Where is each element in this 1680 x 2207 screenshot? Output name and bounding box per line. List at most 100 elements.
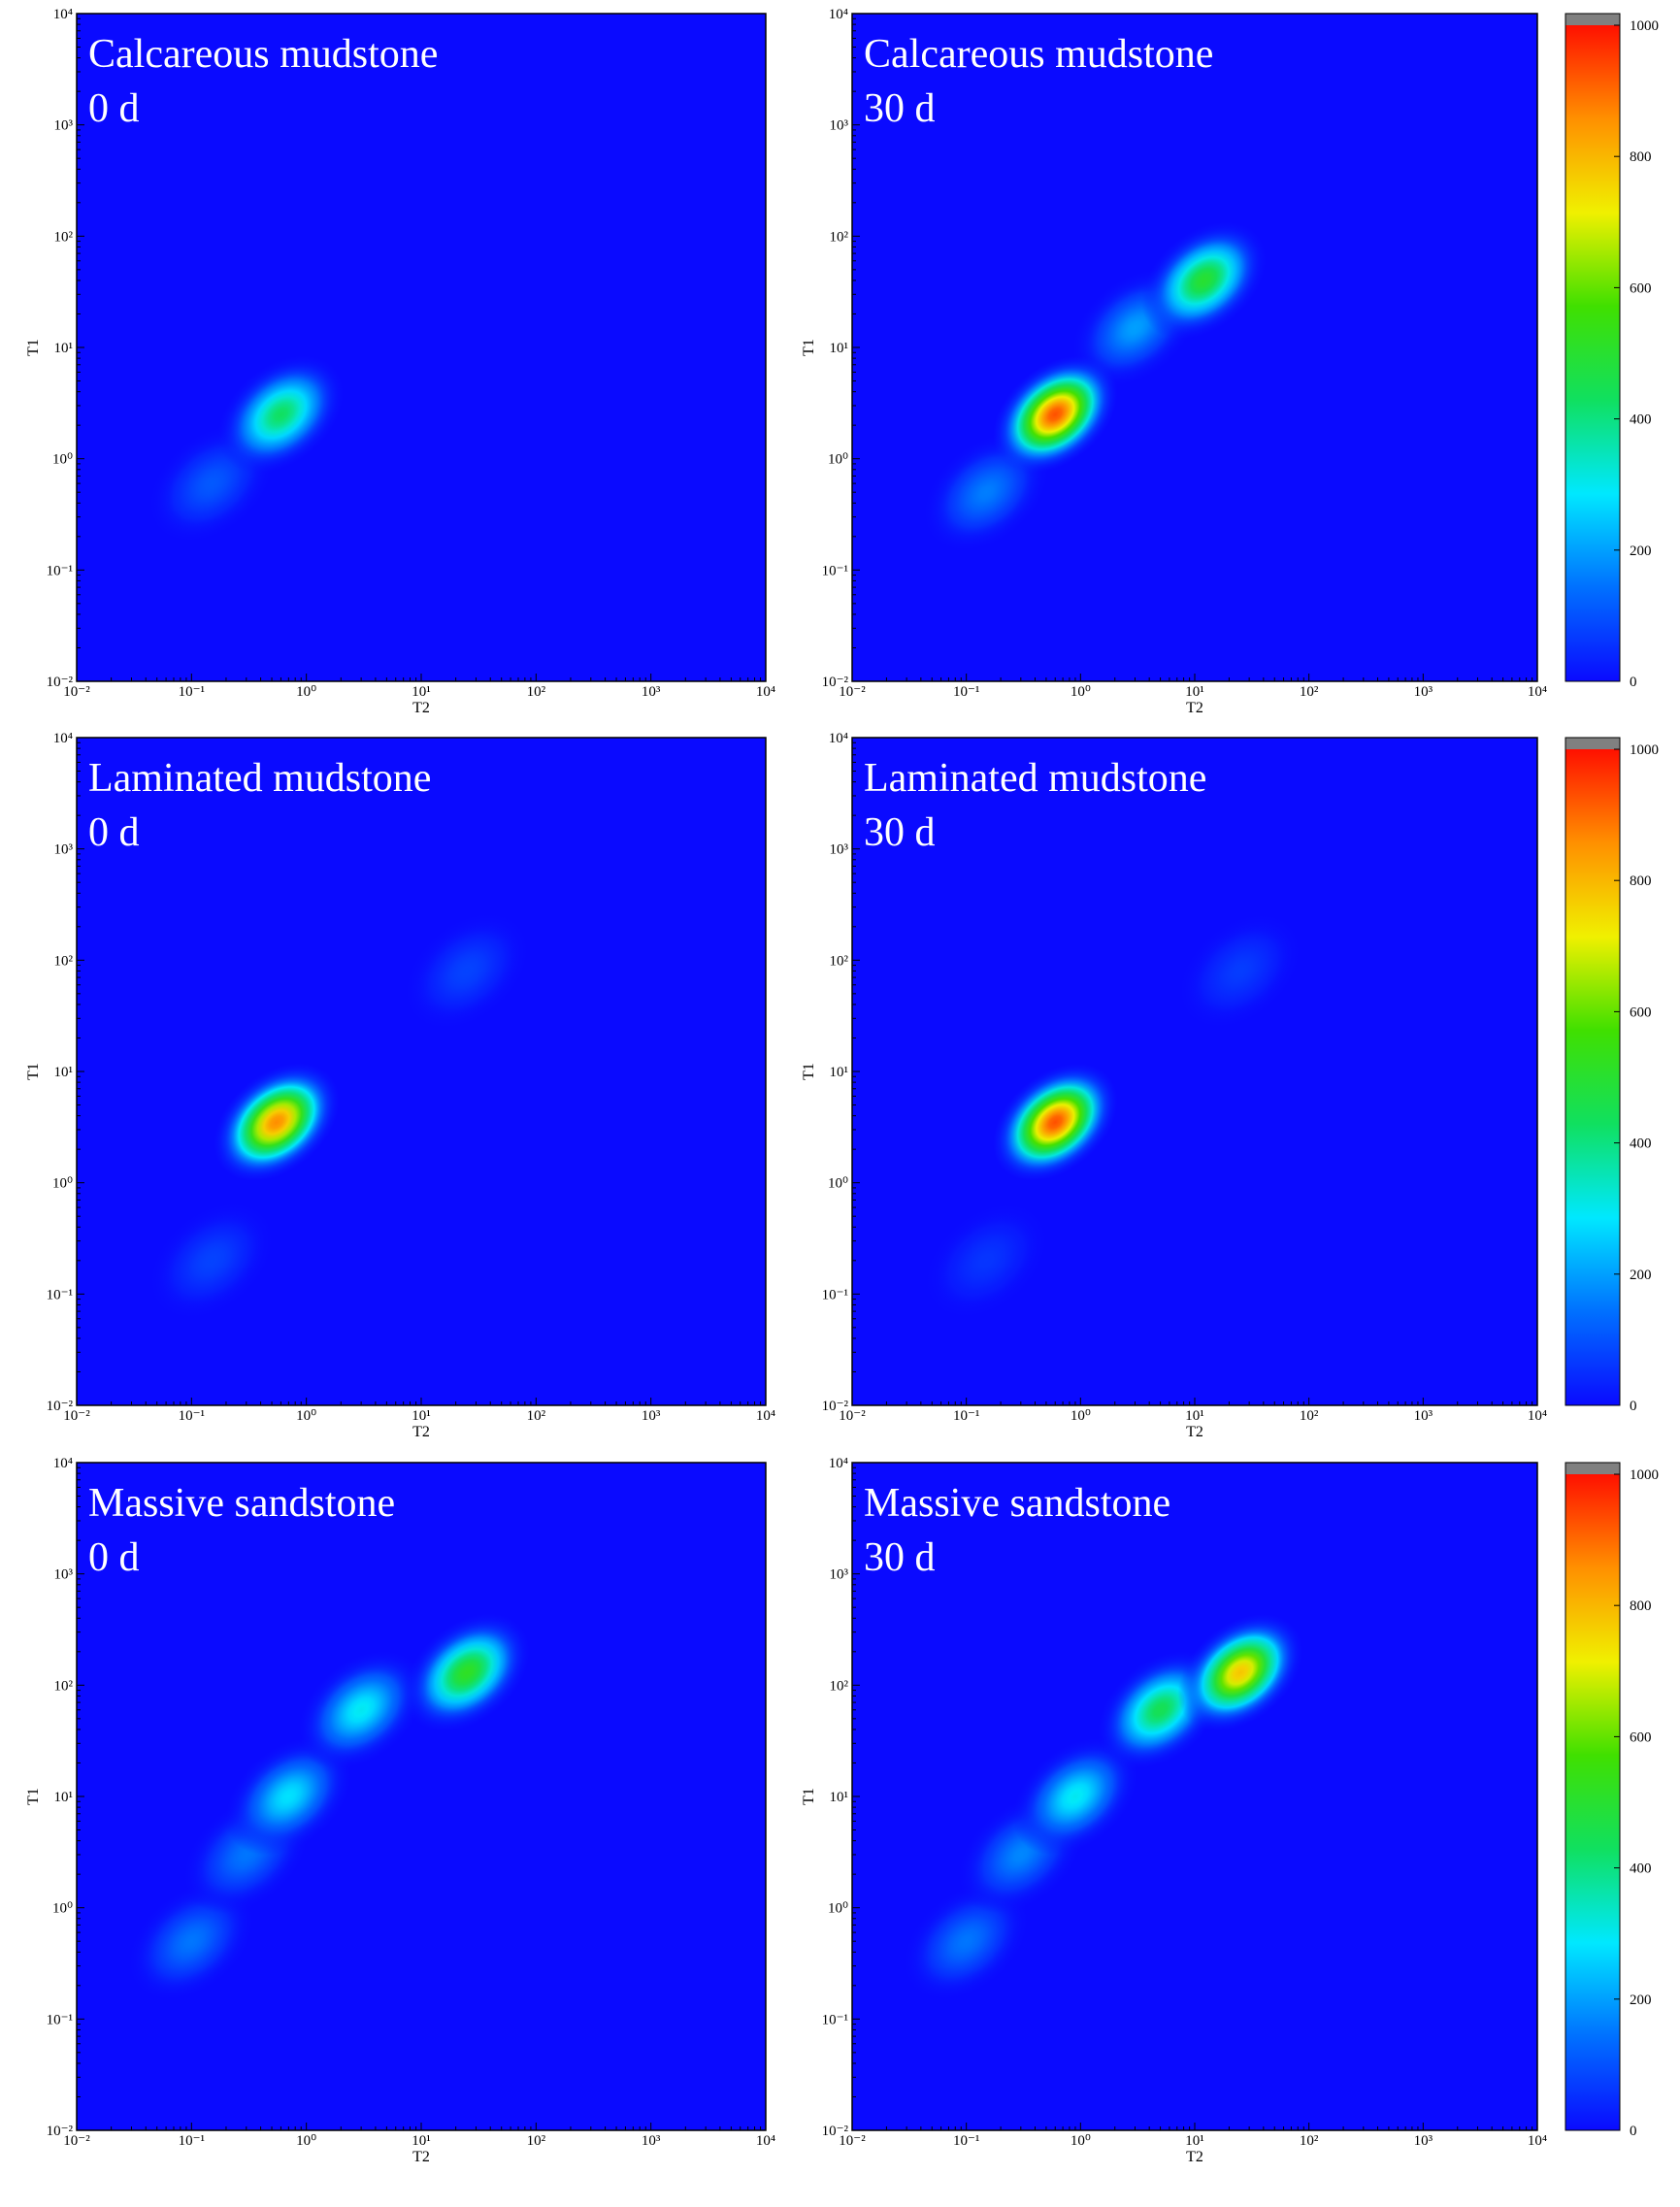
- y-tick-label: 10⁻²: [822, 1399, 849, 1414]
- y-tick-label: 10⁴: [829, 1456, 848, 1471]
- plot-background: [852, 1463, 1537, 2130]
- y-tick-label: 10¹: [54, 341, 74, 356]
- panel: 10⁻² 10⁻¹ 10⁰ 10¹ 10² 10³ 10⁴ 10⁻² 10⁻¹ 10⁰ 10¹ 10²…: [801, 1456, 1659, 2165]
- x-tick-label: 10⁴: [1528, 684, 1547, 700]
- x-tick-label: 10⁰: [296, 2133, 316, 2149]
- colorbar-tick-label: 1000: [1630, 1467, 1659, 1483]
- x-tick-label: 10²: [527, 2133, 546, 2149]
- x-tick-label: 10⁰: [1071, 2133, 1091, 2149]
- colorbar-tick-label: 800: [1630, 149, 1652, 165]
- y-tick-label: 10³: [830, 842, 849, 858]
- colorbar-tick-label: 600: [1630, 1005, 1652, 1020]
- x-tick-label: 10⁴: [1528, 2133, 1547, 2149]
- x-tick-label: 10⁴: [756, 2133, 775, 2149]
- y-tick-label: 10⁰: [828, 1901, 848, 1917]
- peak: [1141, 221, 1267, 340]
- peak: [1177, 912, 1303, 1030]
- y-tick-label: 10⁰: [52, 1901, 73, 1917]
- y-axis-label: T1: [801, 339, 817, 356]
- y-tick-label: 10⁻¹: [822, 2012, 848, 2027]
- x-tick-label: 10¹: [412, 2133, 431, 2149]
- x-axis-label: T2: [1186, 2149, 1203, 2165]
- panel-title: 0 d: [88, 810, 140, 855]
- y-tick-label: 10³: [830, 118, 849, 134]
- panel: 10⁻² 10⁻¹ 10⁰ 10¹ 10² 10³ 10⁴ 10⁻² 10⁻¹ 10⁰ 10¹ 10²…: [25, 1456, 775, 2165]
- y-tick-label: 10¹: [830, 341, 849, 356]
- x-tick-label: 10⁻¹: [953, 684, 979, 700]
- y-tick-label: 10¹: [54, 1065, 74, 1080]
- x-tick-label: 10⁻²: [63, 2133, 90, 2149]
- panel-title: 0 d: [88, 1535, 140, 1580]
- x-tick-label: 10¹: [412, 684, 431, 700]
- x-tick-label: 10⁻²: [63, 1408, 90, 1424]
- colorbar: [1565, 1474, 1620, 2130]
- y-axis-label: T1: [25, 1063, 42, 1080]
- x-tick-label: 10³: [1414, 1408, 1433, 1424]
- x-axis-label: T2: [1186, 700, 1203, 716]
- x-tick-label: 10³: [642, 2133, 661, 2149]
- y-axis-label: T1: [25, 339, 42, 356]
- x-tick-label: 10⁰: [1071, 1408, 1091, 1424]
- panel-title: 0 d: [88, 86, 140, 131]
- peaks: [128, 1613, 530, 2000]
- y-tick-label: 10²: [830, 1678, 849, 1694]
- y-tick-label: 10²: [830, 229, 849, 245]
- y-tick-label: 10⁴: [53, 731, 73, 746]
- x-tick-label: 10⁻²: [839, 684, 866, 700]
- y-tick-label: 10¹: [830, 1790, 849, 1805]
- panel: 10⁻² 10⁻¹ 10⁰ 10¹ 10² 10³ 10⁴ 10⁻² 10⁻¹ 10⁰ 10¹ 10²…: [25, 731, 775, 1440]
- y-axis-label: T1: [25, 1788, 42, 1805]
- x-axis-label: T2: [1186, 1424, 1203, 1440]
- panel-title: Calcareous mudstone: [88, 32, 438, 77]
- panel-title: Massive sandstone: [88, 1481, 395, 1526]
- colorbar-frame: [1565, 13, 1621, 682]
- y-axis-label: T1: [801, 1788, 817, 1805]
- x-tick-label: 10⁴: [756, 684, 775, 700]
- x-tick-label: 10⁻¹: [179, 1408, 205, 1424]
- colorbar-tick-label: 200: [1630, 1993, 1652, 2008]
- colorbar-tick-label: 400: [1630, 1136, 1652, 1152]
- peak: [992, 355, 1118, 474]
- x-tick-label: 10²: [527, 1408, 546, 1424]
- x-tick-label: 10⁻²: [839, 1408, 866, 1424]
- x-tick-label: 10⁻²: [839, 2133, 866, 2149]
- x-axis-label: T2: [412, 700, 430, 716]
- y-tick-label: 10⁰: [828, 1176, 848, 1192]
- colorbar-frame: [1565, 737, 1621, 1406]
- x-tick-label: 10⁻¹: [953, 1408, 979, 1424]
- plot-background: [852, 14, 1537, 681]
- y-tick-label: 10³: [54, 842, 74, 858]
- x-tick-label: 10⁻²: [63, 684, 90, 700]
- y-tick-label: 10⁻¹: [47, 1287, 73, 1302]
- colorbar-tick-label: 400: [1630, 1861, 1652, 1877]
- colorbar-tick-label: 800: [1630, 873, 1652, 889]
- y-tick-label: 10⁴: [829, 7, 848, 22]
- peak: [1177, 1613, 1303, 1731]
- peak: [225, 1737, 351, 1856]
- y-axis-label: T1: [801, 1063, 817, 1080]
- x-tick-label: 10²: [527, 684, 546, 700]
- colorbar-tick-label: 200: [1630, 544, 1652, 559]
- panel: 10⁻² 10⁻¹ 10⁰ 10¹ 10² 10³ 10⁴ 10⁻² 10⁻¹ 10⁰ 10¹ 10²…: [801, 7, 1659, 716]
- y-tick-label: 10²: [830, 953, 849, 969]
- y-tick-label: 10⁻¹: [822, 563, 848, 578]
- peak: [924, 1202, 1049, 1320]
- y-tick-label: 10⁻²: [822, 675, 849, 690]
- colorbar-tick-label: 0: [1630, 675, 1637, 690]
- y-tick-label: 10⁻²: [47, 2124, 74, 2139]
- plot-background: [77, 1463, 766, 2130]
- x-tick-label: 10⁰: [296, 684, 316, 700]
- x-tick-label: 10⁰: [296, 1408, 316, 1424]
- colorbar-tick-label: 0: [1630, 2124, 1637, 2139]
- peak: [214, 1063, 340, 1181]
- y-tick-label: 10¹: [830, 1065, 849, 1080]
- y-tick-label: 10²: [54, 953, 74, 969]
- y-tick-label: 10⁻²: [822, 2124, 849, 2139]
- colorbar-tick-label: 600: [1630, 1729, 1652, 1745]
- peaks: [148, 355, 345, 543]
- peak: [217, 355, 345, 474]
- y-tick-label: 10²: [54, 229, 74, 245]
- x-tick-label: 10²: [1300, 2133, 1319, 2149]
- panel-title: Laminated mudstone: [88, 756, 431, 801]
